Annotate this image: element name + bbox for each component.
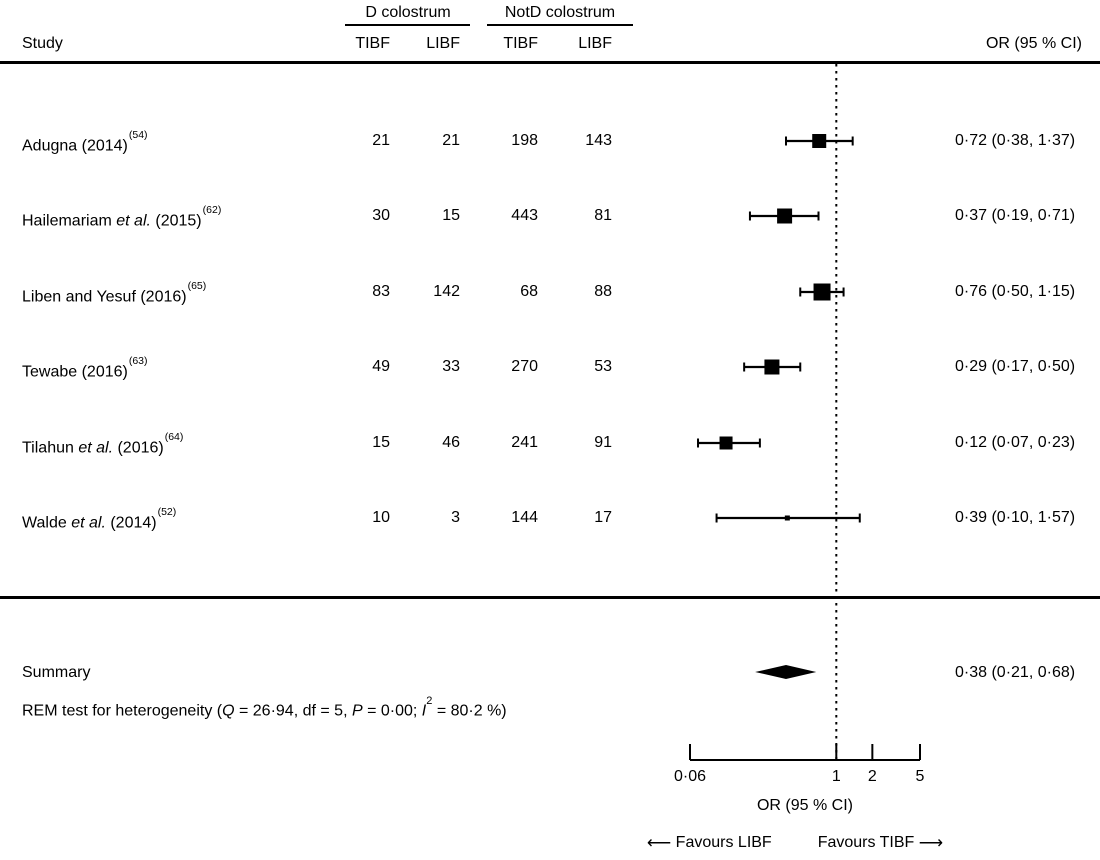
group-underline-notd — [487, 24, 633, 26]
summary-label: Summary — [22, 664, 91, 681]
count-cell: 88 — [594, 283, 612, 300]
or-ci-value: 0·29 (0·17, 0·50) — [955, 358, 1076, 375]
count-cell: 241 — [511, 434, 538, 451]
count-cell: 83 — [372, 283, 390, 300]
citation-superscript: (63) — [128, 355, 148, 367]
or-ci-value: 0·72 (0·38, 1·37) — [955, 132, 1076, 149]
x-axis-tick-label: 5 — [915, 768, 925, 785]
het-prefix: REM test for heterogeneity ( — [22, 702, 223, 720]
count-cell: 33 — [442, 358, 460, 375]
count-cell: 91 — [594, 434, 612, 451]
het-q-symbol: Q — [222, 702, 235, 720]
heterogeneity-test-note: REM test for heterogeneity (Q = 26·94, d… — [22, 695, 507, 722]
or-point-square — [777, 208, 793, 224]
group-header-notd-colostrum: NotD colostrum — [504, 4, 616, 21]
group-underline-d — [345, 24, 470, 26]
count-cell: 46 — [442, 434, 460, 451]
or-point-square — [812, 134, 827, 148]
column-header-or-ci: OR (95 % CI) — [985, 35, 1082, 52]
or-ci-value: 0·39 (0·10, 1·57) — [955, 509, 1076, 526]
summary-or-ci-value: 0·38 (0·21, 0·68) — [955, 664, 1076, 681]
x-axis-tick-label: 1 — [831, 768, 841, 785]
study-label: Adugna (2014)(54) — [22, 129, 148, 155]
favours-libf-label: Favours LIBF — [675, 834, 772, 851]
citation-superscript: (62) — [202, 204, 222, 216]
summary-divider-rule — [0, 596, 1100, 599]
citation-superscript: (64) — [164, 431, 184, 443]
het-i-value: = 80·2 %) — [432, 702, 507, 720]
count-cell: 49 — [372, 358, 390, 375]
citation-superscript: (52) — [157, 506, 177, 518]
count-cell: 30 — [372, 207, 390, 224]
column-header-d-libf: LIBF — [426, 35, 460, 52]
or-ci-value: 0·12 (0·07, 0·23) — [955, 434, 1076, 451]
study-label: Tilahun et al. (2016)(64) — [22, 431, 184, 457]
count-cell: 21 — [442, 132, 460, 149]
or-ci-value: 0·37 (0·19, 0·71) — [955, 207, 1076, 224]
het-p-value: = 0·00; — [362, 702, 422, 720]
het-q-value: = 26·94, df = 5, — [234, 702, 352, 720]
count-cell: 15 — [372, 434, 390, 451]
x-axis-tick-label: 0·06 — [673, 768, 707, 785]
het-i-superscript: 2 — [426, 695, 433, 707]
left-arrow-icon: ⟵ — [646, 832, 672, 852]
count-cell: 10 — [372, 509, 390, 526]
study-label: Tewabe (2016)(63) — [22, 355, 148, 381]
count-cell: 142 — [433, 283, 460, 300]
count-cell: 53 — [594, 358, 612, 375]
citation-superscript: (65) — [187, 280, 207, 292]
count-cell: 21 — [372, 132, 390, 149]
or-ci-value: 0·76 (0·50, 1·15) — [955, 283, 1076, 300]
favours-tibf-label: Favours TIBF — [817, 834, 915, 851]
column-header-d-tibf: TIBF — [355, 35, 390, 52]
x-axis-tick-label: 2 — [867, 768, 877, 785]
count-cell: 15 — [442, 207, 460, 224]
or-point-square — [784, 515, 790, 521]
x-axis-title: OR (95 % CI) — [756, 797, 853, 814]
count-cell: 17 — [594, 509, 612, 526]
column-header-study: Study — [22, 35, 63, 52]
het-p-symbol: P — [351, 702, 363, 720]
het-i-symbol: I — [421, 702, 427, 720]
count-cell: 270 — [511, 358, 538, 375]
count-cell: 81 — [594, 207, 612, 224]
right-arrow-icon: ⟶ — [918, 832, 944, 852]
or-point-square — [813, 283, 831, 301]
count-cell: 3 — [451, 509, 460, 526]
count-cell: 144 — [511, 509, 538, 526]
or-point-square — [719, 436, 733, 450]
count-cell: 443 — [511, 207, 538, 224]
column-header-notd-tibf: TIBF — [503, 35, 538, 52]
count-cell: 198 — [511, 132, 538, 149]
header-divider-rule — [0, 61, 1100, 64]
group-header-d-colostrum: D colostrum — [365, 4, 451, 21]
summary-diamond — [755, 665, 817, 679]
study-label: Walde et al. (2014)(52) — [22, 506, 177, 532]
favours-legend: ⟵ Favours LIBF Favours TIBF ⟶ — [600, 831, 990, 854]
count-cell: 68 — [520, 283, 538, 300]
count-cell: 143 — [585, 132, 612, 149]
column-header-notd-libf: LIBF — [578, 35, 612, 52]
study-label: Liben and Yesuf (2016)(65) — [22, 280, 207, 306]
or-point-square — [764, 359, 780, 375]
study-label: Hailemariam et al. (2015)(62) — [22, 204, 222, 230]
citation-superscript: (54) — [128, 129, 148, 141]
